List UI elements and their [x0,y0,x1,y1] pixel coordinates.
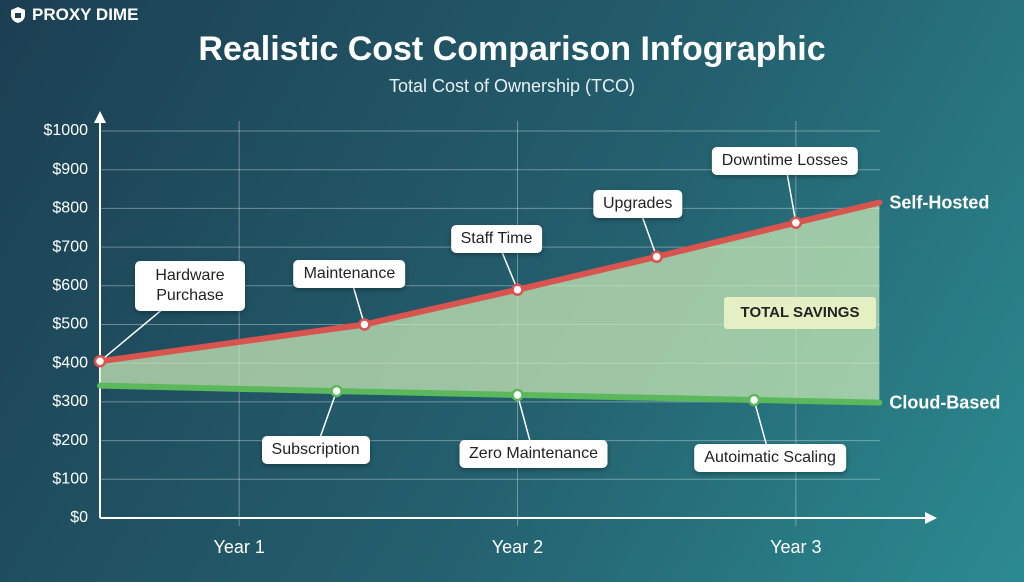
y-tick-label: $400 [52,354,88,371]
y-tick-label: $100 [52,471,88,488]
y-tick-label: $200 [52,432,88,449]
series-line [97,199,883,365]
series-name: Self-Hosted [889,192,990,213]
y-tick-label: $500 [52,316,88,333]
point-label: Upgrades [592,189,683,218]
point-marker [789,216,803,229]
point-label: Downtime Losses [711,146,858,175]
y-tick-label: $0 [70,509,88,526]
point-marker [330,384,343,398]
point-marker [747,393,761,407]
point-marker [511,388,524,402]
point-label: Maintenance [293,259,406,288]
point-label: Subscription [261,436,370,465]
point-marker [93,355,107,368]
point-marker [650,250,663,264]
point-label: Zero Maintenance [459,439,608,468]
brand-icon [11,7,25,23]
y-tick-label: $800 [52,200,88,217]
y-axis-arrow [94,111,106,123]
brand-name: PROXY DIME [32,5,139,24]
y-tick-label: $300 [52,393,88,410]
y-tick-label: $900 [52,161,88,178]
point-marker [511,283,524,296]
point-label: Hardware Purchase [135,261,245,312]
y-tick-label: $700 [52,238,88,255]
y-tick-label: $600 [52,277,88,294]
savings-annotation: TOTAL SAVINGS [724,297,876,329]
brand: PROXY DIME [10,5,138,25]
point-marker [358,318,371,331]
chart-subtitle: Total Cost of Ownership (TCO) [388,76,636,96]
series-name: Cloud-Based [889,392,1001,413]
y-tick-label: $1000 [44,122,89,139]
point-label: Staff Time [450,224,543,253]
x-axis-arrow [925,512,937,524]
x-tick-label: Year 2 [492,537,543,557]
chart-title: Realistic Cost Comparison Infographic [198,30,826,68]
x-tick-label: Year 1 [213,537,264,557]
point-label: Autoimatic Scaling [694,443,846,472]
x-tick-label: Year 3 [770,537,821,557]
